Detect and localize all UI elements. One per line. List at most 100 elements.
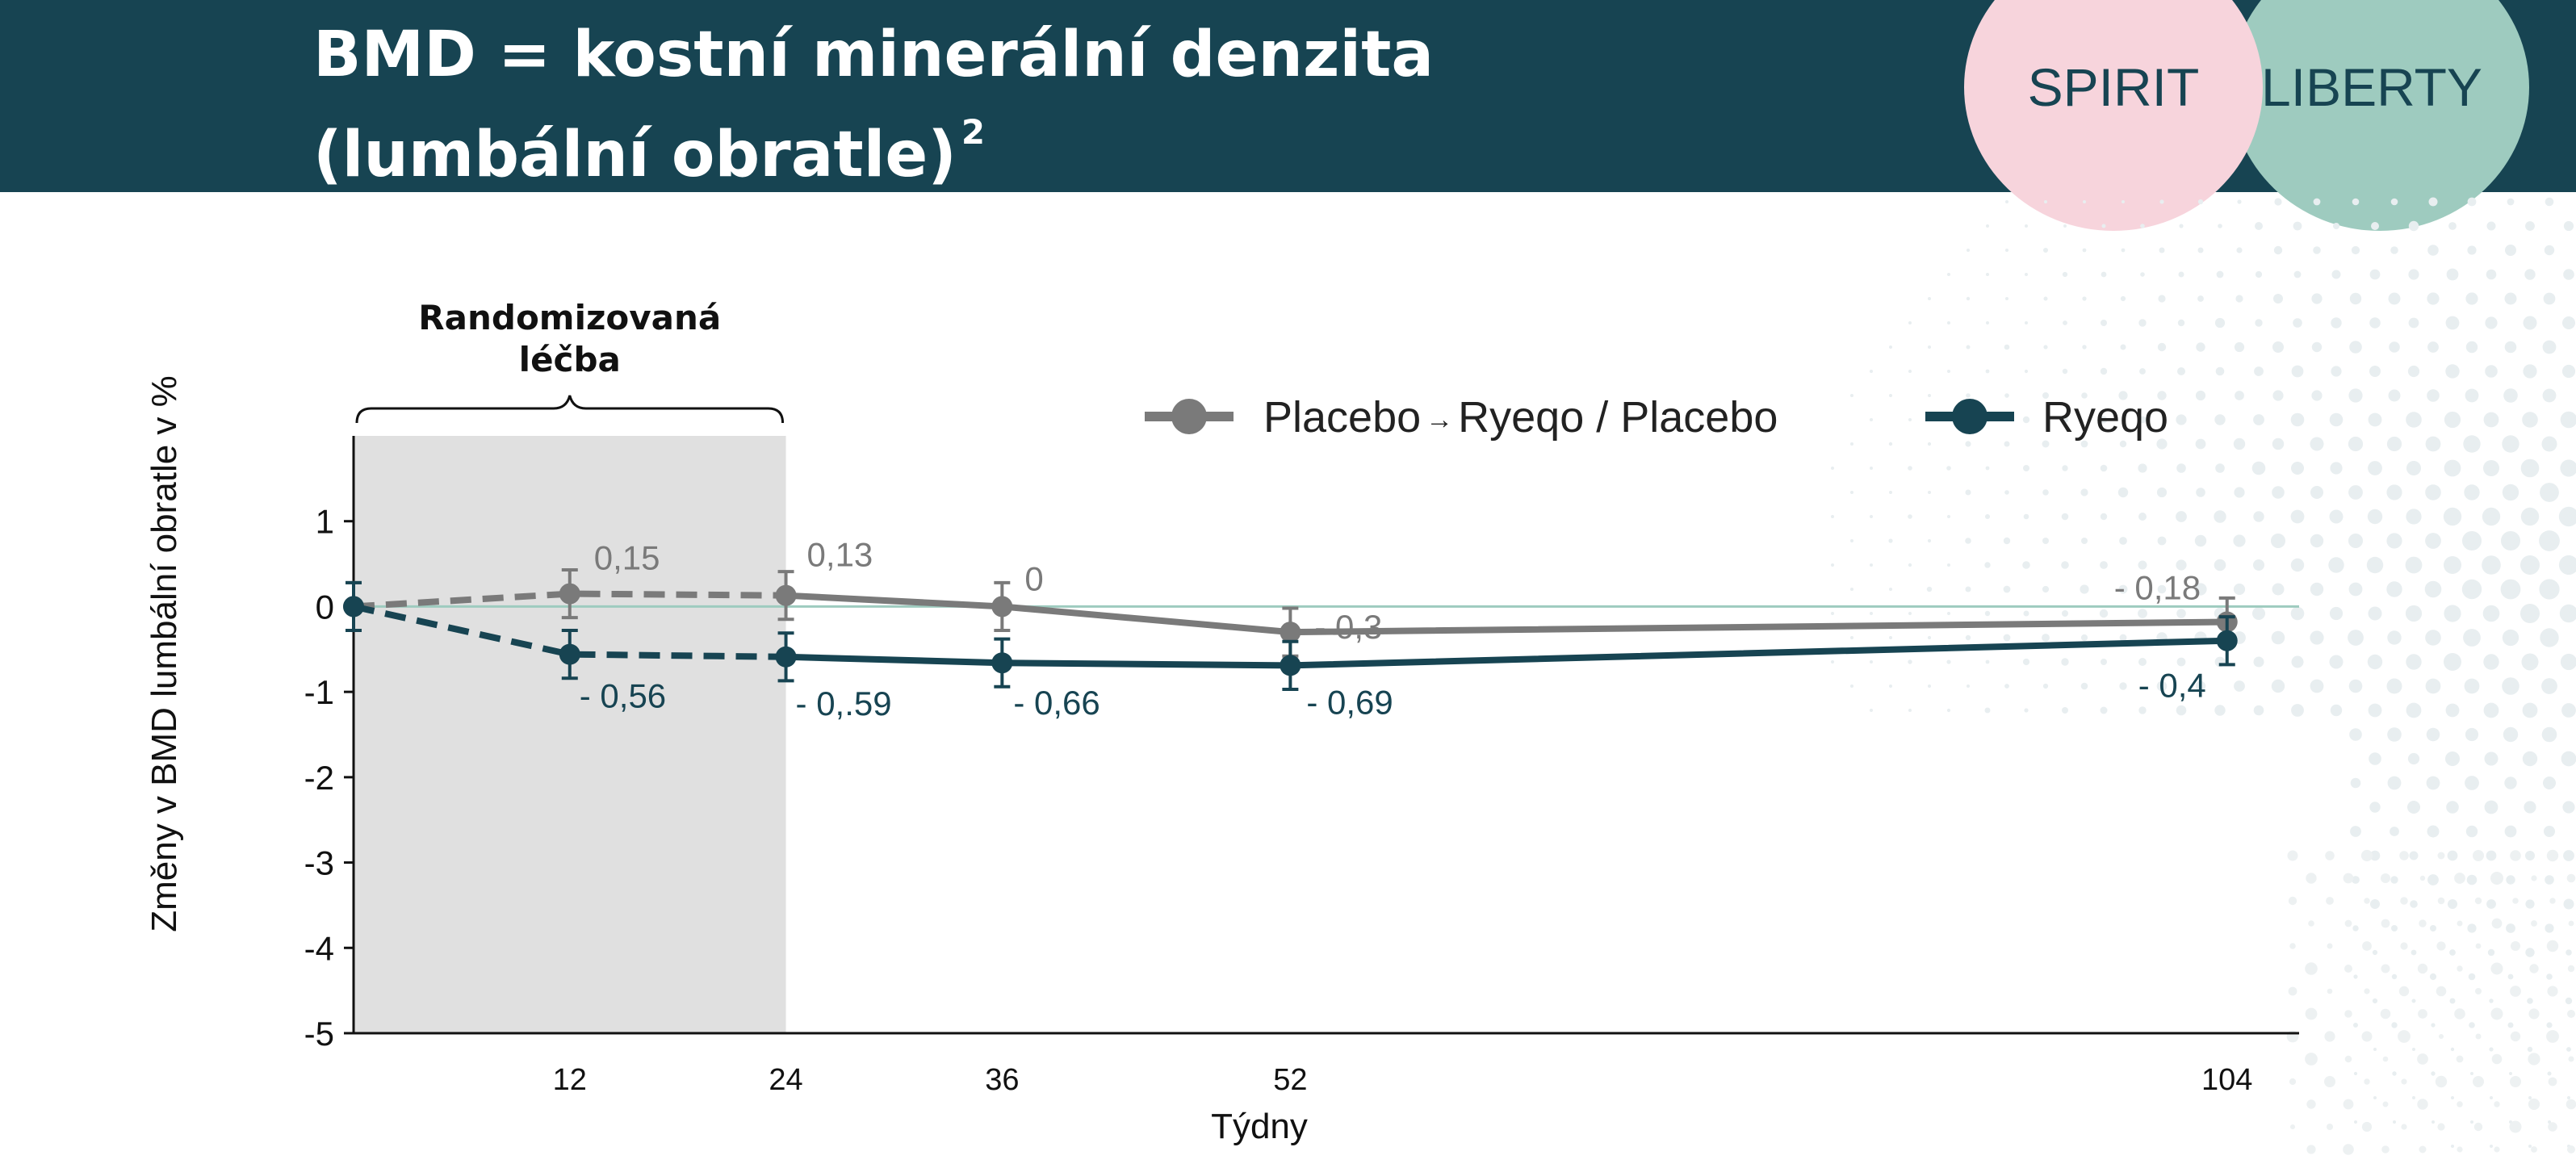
decor-dot (2525, 948, 2535, 957)
decor-dot (2445, 703, 2460, 718)
decor-dot (2042, 538, 2049, 544)
decor-dot (2062, 271, 2068, 278)
decor-dot (2100, 464, 2108, 472)
decor-dot (2520, 555, 2540, 575)
decor-dot (2390, 246, 2398, 254)
decor-dot (1927, 538, 1932, 543)
decor-dot (2214, 705, 2226, 716)
decor-dot (2329, 509, 2344, 524)
decor-dot (2042, 634, 2050, 642)
decor-dot (2364, 1078, 2370, 1085)
decor-dot (2461, 579, 2482, 600)
decor-dot (2503, 726, 2519, 743)
data-label: 0 (1024, 559, 1043, 597)
decor-dot (2063, 320, 2067, 325)
decor-dot (2509, 1120, 2522, 1133)
decor-dot (2451, 1145, 2454, 1148)
decor-dot (2274, 198, 2282, 206)
decor-dot (2272, 437, 2285, 450)
decor-dot (2290, 1124, 2295, 1129)
decor-dot (2445, 751, 2460, 766)
decor-dot (2507, 973, 2514, 980)
decor-dot (1965, 586, 1971, 592)
decor-dot (2324, 1031, 2335, 1042)
decor-dot (2273, 294, 2283, 304)
decor-dot (2366, 556, 2384, 574)
series-placebo: 0,15 0,13 0 - 0,3 - 0,18 (343, 536, 2238, 658)
decor-dot (2390, 198, 2398, 206)
decor-dot (2436, 941, 2446, 951)
decor-dot (2310, 679, 2324, 693)
data-point (991, 596, 1013, 617)
decor-dot (2236, 247, 2243, 253)
legend-ryeqo-label: Ryeqo (2042, 393, 2168, 442)
decor-dot (2504, 292, 2517, 305)
decor-dot (2406, 412, 2422, 428)
decor-dot (1908, 321, 1912, 324)
decor-dot (2293, 270, 2302, 278)
decor-dot (2218, 224, 2222, 228)
decor-dot (2428, 197, 2438, 207)
decor-dot (2022, 658, 2030, 666)
decor-dot (2398, 1030, 2411, 1043)
decor-dot (2474, 897, 2482, 905)
decor-dot (2470, 1072, 2473, 1075)
randomized-treatment-label-line2: léčba (519, 340, 621, 379)
decor-dot (2435, 1075, 2448, 1088)
decor-dot (2489, 998, 2494, 1003)
decor-dot (2310, 630, 2324, 645)
decor-dot (2138, 319, 2147, 327)
decor-dot (2559, 604, 2576, 623)
decor-dot (2463, 435, 2481, 453)
decor-dot (2527, 998, 2533, 1004)
title-line-1: BMD = kostní minerální denzita (313, 19, 1435, 91)
decor-dot (2306, 873, 2317, 884)
decor-dot (2419, 919, 2427, 927)
decor-dot (2427, 825, 2440, 838)
decor-dot (2528, 1145, 2532, 1148)
decor-dot (2195, 680, 2206, 692)
decor-dot (2082, 248, 2087, 253)
decor-dot (2485, 316, 2498, 329)
decor-dot (2388, 292, 2401, 305)
decor-dot (2157, 584, 2167, 594)
decor-dot (2348, 630, 2364, 646)
decor-dot (2565, 997, 2573, 1005)
decor-dot (1947, 612, 1950, 615)
decor-dot (2176, 559, 2187, 571)
decor-dot (2387, 630, 2402, 645)
decor-dot (2483, 654, 2499, 670)
decor-dot (2331, 366, 2342, 377)
decor-dot (2348, 534, 2363, 548)
decor-dot (2293, 318, 2302, 328)
decor-dot (2331, 270, 2341, 279)
decor-dot (2214, 559, 2226, 571)
decor-dot (2425, 484, 2441, 500)
decor-dot (2140, 224, 2145, 228)
decor-dot (2344, 1055, 2352, 1063)
decor-dot (2489, 1047, 2494, 1052)
decor-dot (2566, 1099, 2576, 1110)
decor-dot (2445, 316, 2460, 330)
decor-dot (2081, 538, 2088, 544)
decor-dot (2022, 416, 2030, 424)
decor-dot (2446, 801, 2459, 814)
decor-dot (2483, 412, 2499, 428)
decor-dot (2157, 391, 2167, 400)
decor-dot (2251, 461, 2266, 475)
decor-dot (2255, 319, 2263, 327)
decor-dot (2563, 220, 2574, 232)
decor-dot (2290, 558, 2305, 572)
decor-dot (2475, 1033, 2482, 1040)
decor-dot (2444, 556, 2461, 574)
decor-dot (2362, 941, 2372, 951)
decor-dot (2561, 703, 2576, 718)
decor-dot (2567, 965, 2575, 973)
decor-dot (2119, 682, 2127, 690)
decor-dot (2024, 369, 2029, 374)
decor-dot (2510, 1076, 2521, 1087)
data-label: 0,13 (807, 536, 873, 574)
decor-dot (2525, 899, 2535, 909)
decor-dot (1889, 636, 1892, 639)
y-tick-label: 0 (316, 588, 334, 626)
